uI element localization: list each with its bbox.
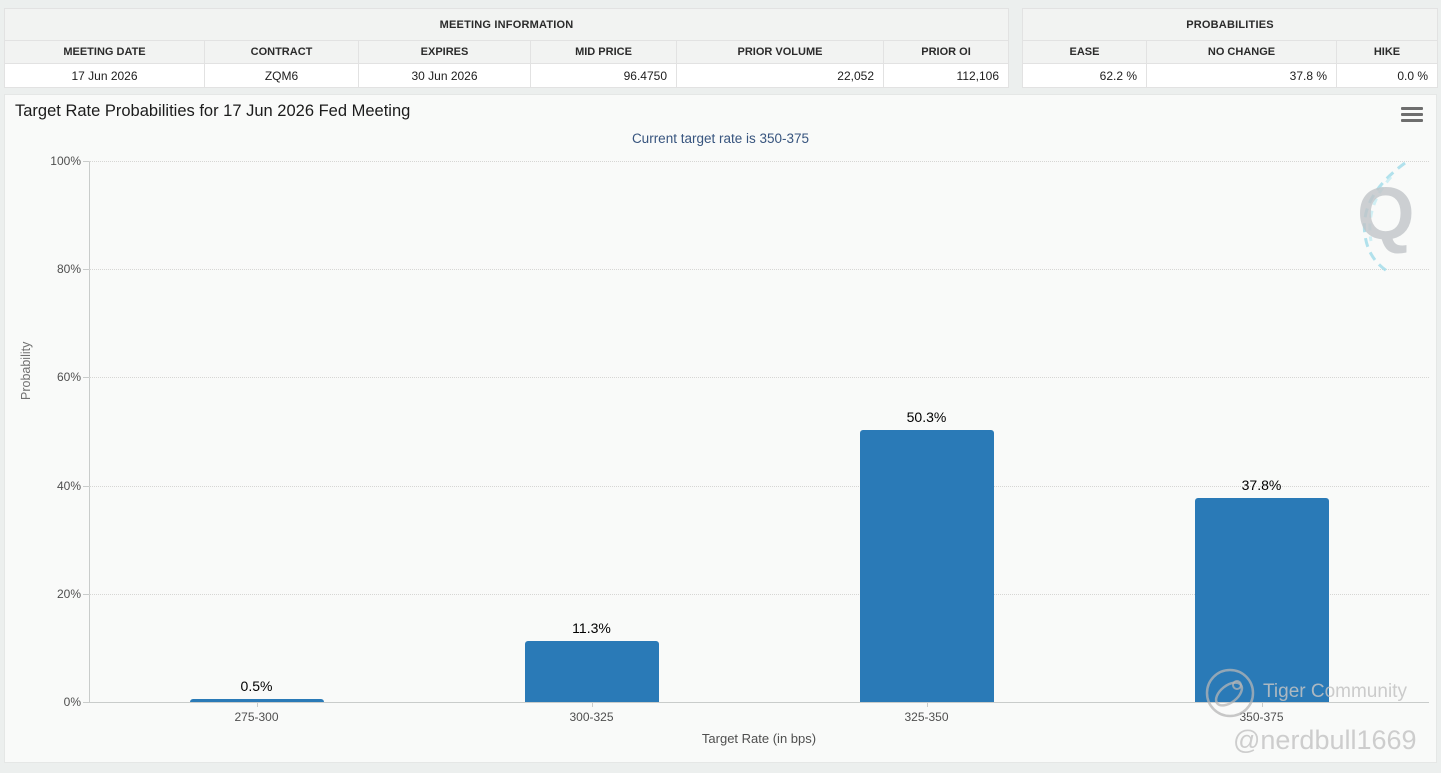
col-no-change: NO CHANGE <box>1146 40 1337 64</box>
col-prior-oi: PRIOR OI <box>882 40 1010 64</box>
hamburger-menu-icon[interactable] <box>1401 107 1423 124</box>
prior-oi-value: 112,106 <box>882 63 1010 88</box>
y-axis-label: 80% <box>56 262 81 277</box>
probability-bar[interactable] <box>189 699 324 702</box>
target-rate-chart-panel: Target Rate Probabilities for 17 Jun 202… <box>4 94 1437 763</box>
y-axis-tick <box>83 269 89 271</box>
no-change-value: 37.8 % <box>1146 63 1337 88</box>
x-axis-title: Target Rate (in bps) <box>701 731 817 746</box>
ease-value: 62.2 % <box>1022 63 1147 88</box>
expires-value: 30 Jun 2026 <box>358 63 531 88</box>
tiger-logo-icon <box>1205 668 1255 718</box>
gridline-20% <box>89 593 1429 595</box>
gridline-40% <box>89 485 1429 487</box>
gridline-60% <box>89 377 1429 379</box>
col-mid-price: MID PRICE <box>530 40 677 64</box>
prior-volume-value: 22,052 <box>676 63 884 88</box>
y-axis-tick <box>83 485 89 487</box>
chart-subtitle: Current target rate is 350-375 <box>631 131 810 146</box>
col-prior-volume: PRIOR VOLUME <box>676 40 884 64</box>
gridline-80% <box>89 269 1429 271</box>
y-axis-label: 60% <box>56 370 81 385</box>
col-hike: HIKE <box>1335 40 1439 64</box>
bar-value-label: 50.3% <box>906 408 947 425</box>
x-axis-label: 275-300 <box>234 710 279 724</box>
x-axis-line <box>89 702 1429 703</box>
y-axis-tick <box>83 161 89 162</box>
x-axis-tick <box>591 702 593 707</box>
y-axis-line <box>89 161 90 702</box>
bar-value-label: 11.3% <box>572 619 611 636</box>
meeting-information-row: 17 Jun 2026 ZQM6 30 Jun 2026 96.4750 22,… <box>4 63 1010 88</box>
probability-bar[interactable] <box>1194 497 1329 702</box>
mid-price-value: 96.4750 <box>530 63 677 88</box>
probabilities-title: PROBABILITIES <box>1021 8 1439 41</box>
x-axis-label: 350-375 <box>1239 710 1284 724</box>
x-axis-tick <box>926 702 928 707</box>
user-handle-watermark: @nerdbull1669 <box>1233 725 1417 755</box>
y-axis-label: 0% <box>63 695 81 709</box>
x-axis-label: 325-350 <box>904 710 949 724</box>
hike-value: 0.0 % <box>1335 63 1439 88</box>
x-axis-label: 300-325 <box>569 710 614 724</box>
gridline-100% <box>89 161 1429 162</box>
meeting-information-title: MEETING INFORMATION <box>3 8 1010 41</box>
col-ease: EASE <box>1022 40 1147 64</box>
col-contract: CONTRACT <box>204 40 359 64</box>
col-expires: EXPIRES <box>358 40 531 64</box>
x-axis-tick <box>1261 702 1263 707</box>
col-meeting-date: MEETING DATE <box>4 40 205 64</box>
probabilities-row: 62.2 % 37.8 % 0.0 % <box>1022 63 1439 88</box>
x-axis-tick <box>256 702 258 707</box>
meeting-information-table: MEETING INFORMATION MEETING DATE CONTRAC… <box>3 8 1010 88</box>
contract-value: ZQM6 <box>204 63 359 88</box>
y-axis-tick <box>83 702 89 703</box>
y-axis-label: 40% <box>56 478 81 493</box>
chart-title: Target Rate Probabilities for 17 Jun 202… <box>15 102 411 120</box>
probability-bar[interactable] <box>524 640 659 702</box>
meeting-date-value: 17 Jun 2026 <box>4 63 205 88</box>
y-axis-tick <box>83 593 89 595</box>
bar-value-label: 37.8% <box>1241 476 1282 493</box>
plot-area: 0% 20% 40% 60% 80% 100% 0.5% 275-300 11.3% 300-32… <box>50 154 1429 724</box>
quikstrike-q-logo: Q <box>1357 172 1415 255</box>
probabilities-table: PROBABILITIES EASE NO CHANGE HIKE 62.2 %… <box>1021 8 1439 88</box>
y-axis-label: 100% <box>50 154 81 168</box>
tiger-community-watermark: Tiger Community <box>1263 681 1407 702</box>
y-axis-tick <box>83 377 89 379</box>
probability-bar[interactable] <box>859 429 994 702</box>
y-axis-label: 20% <box>56 586 81 601</box>
bar-value-label: 0.5% <box>240 678 273 695</box>
